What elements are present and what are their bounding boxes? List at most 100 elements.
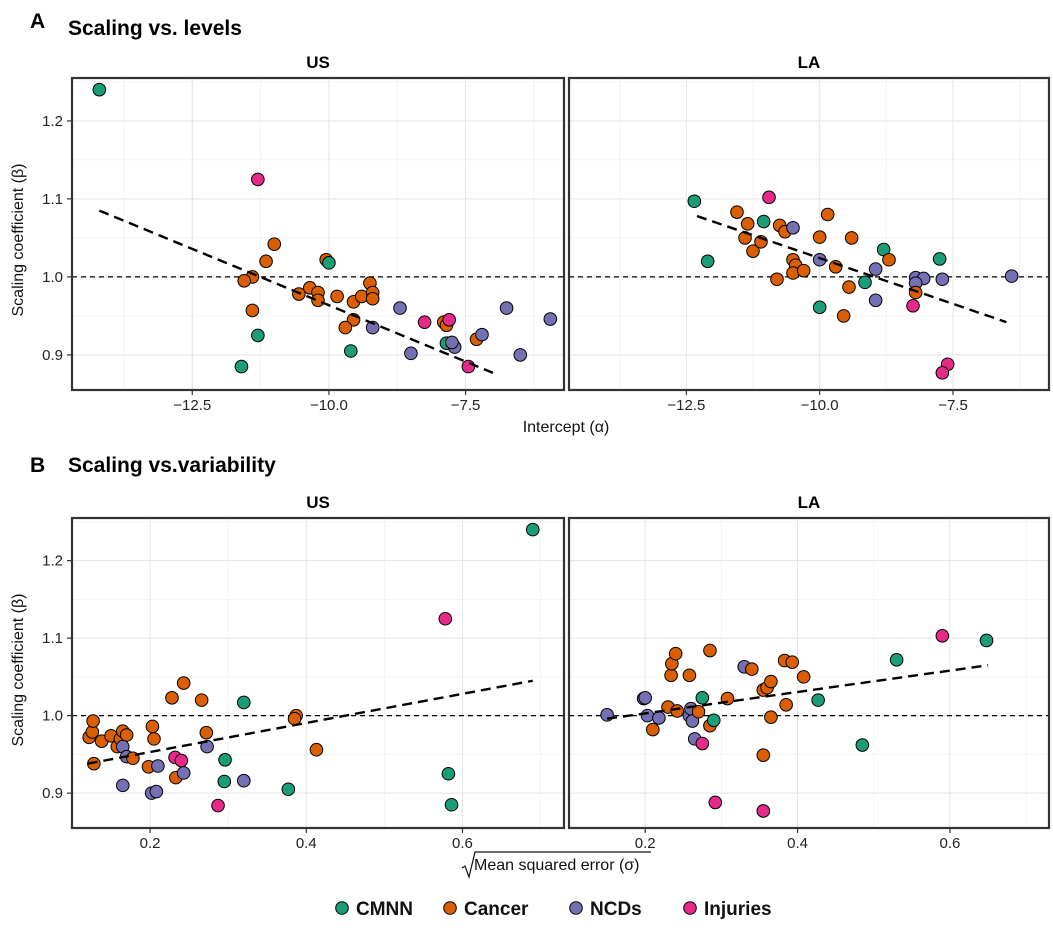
data-point-cancer: [703, 643, 717, 658]
data-point-cancer: [740, 217, 755, 231]
legend-label-cancer: Cancer: [464, 899, 529, 920]
data-point-cancer: [670, 704, 684, 718]
plot-b-la: 0.2 0.4 0.6: [567, 516, 1051, 852]
legend-label-ncds: NCDs: [590, 899, 642, 920]
data-point-cmnn: [322, 256, 336, 270]
data-point-cmnn: [979, 633, 994, 648]
data-point-cancer: [86, 714, 100, 728]
y-tick-label: 1.0: [42, 269, 63, 286]
data-point-ncds: [149, 784, 164, 799]
plot-b-us: 0.2 0.4 0.6: [70, 516, 566, 852]
plot-a-us: −12.5 −10.0 −7.5: [70, 76, 566, 414]
y-tick-label: 0.9: [42, 347, 63, 364]
data-point-cmnn: [92, 82, 107, 97]
y-tick-label: 0.9: [42, 785, 63, 802]
x-tick-label: −12.5: [173, 397, 211, 414]
data-point-cmnn: [706, 713, 721, 728]
data-point-cancer: [796, 670, 811, 684]
data-point-ncds: [652, 711, 666, 725]
data-point-injuries: [174, 753, 189, 768]
data-point-cmnn: [812, 300, 827, 315]
panel-b-title: Scaling vs.variability: [68, 454, 276, 477]
data-point-cancer: [842, 280, 856, 294]
data-point-cmnn: [218, 753, 232, 767]
panel-a-strip-la: LA: [798, 53, 821, 72]
data-point-cancer: [756, 748, 771, 762]
legend-key-ncds: [569, 901, 583, 915]
y-tick-label: 1.0: [42, 708, 63, 725]
legend-key-cancer: [443, 901, 457, 915]
data-point-cmnn: [889, 653, 904, 667]
data-point-cmnn: [344, 344, 358, 358]
panel-frame: [567, 76, 1051, 392]
data-point-ncds: [1004, 269, 1019, 283]
panel-frame: [567, 516, 1051, 830]
data-point-cancer: [176, 676, 191, 690]
data-point-cmnn: [858, 275, 872, 290]
grid: [569, 78, 1049, 390]
data-point-cmnn: [441, 766, 456, 781]
data-point-injuries: [211, 798, 225, 813]
data-point-cancer: [730, 205, 744, 219]
data-point-injuries: [438, 611, 453, 626]
data-point-ncds: [640, 708, 655, 723]
data-point-injuries: [935, 366, 950, 380]
data-point-ncds: [365, 320, 380, 335]
y-tick-label: 1.2: [42, 113, 63, 130]
plot-a-la: −12.5 −10.0 −7.5: [567, 76, 1051, 414]
data-point-cancer: [267, 237, 282, 251]
data-point-cancer: [165, 691, 179, 705]
data-point-ncds: [868, 262, 883, 276]
data-point-cancer: [646, 722, 660, 737]
y-tick-label: 1.1: [42, 191, 63, 208]
data-point-ncds: [513, 348, 528, 362]
data-point-cancer: [147, 732, 161, 746]
data-point-ncds: [404, 346, 418, 361]
panel-frame: [70, 516, 566, 830]
data-point-cmnn: [756, 214, 771, 229]
trend-line: [696, 214, 1007, 324]
x-tick-label: 0.6: [940, 835, 961, 852]
data-point-cmnn: [281, 782, 296, 797]
data-point-injuries: [756, 804, 771, 818]
data-point-ncds: [115, 778, 130, 793]
data-point-ncds: [393, 301, 407, 315]
x-tick-label: −10.0: [801, 397, 839, 414]
data-point-cancer: [844, 231, 859, 245]
data-point-ncds: [868, 293, 883, 308]
data-point-injuries: [461, 359, 476, 374]
data-point-cancer: [245, 303, 260, 318]
data-point-cmnn: [525, 522, 540, 537]
x-axis-label-b: Mean squared error (σ): [474, 857, 640, 874]
data-point-cancer: [237, 274, 251, 288]
data-point-cancer: [668, 646, 683, 661]
data-point-cancer: [764, 710, 778, 724]
data-point-ncds: [543, 312, 558, 326]
y-axis-ticks-b: 0.9 1.0 1.1 1.2: [42, 553, 72, 802]
data-point-cmnn: [932, 252, 947, 266]
data-point-cancer: [836, 309, 851, 323]
data-point-ncds: [475, 327, 489, 342]
data-point-injuries: [708, 795, 723, 810]
x-tick-label: 0.4: [787, 835, 808, 852]
x-tick-label: 0.4: [296, 835, 317, 852]
data-point-cmnn: [237, 695, 251, 710]
y-tick-label: 1.1: [42, 630, 63, 647]
data-point-injuries: [442, 313, 457, 327]
data-point-cancer: [119, 728, 134, 742]
data-point-cancer: [691, 704, 706, 719]
data-point-cancer: [259, 254, 273, 269]
legend-label-cmnn: CMNN: [356, 899, 413, 920]
data-point-cancer: [330, 289, 344, 304]
data-point-cancer: [820, 207, 835, 222]
data-point-cmnn: [811, 693, 825, 707]
data-point-cancer: [309, 742, 324, 757]
data-point-cmnn: [217, 774, 232, 789]
x-tick-label: 0.2: [635, 835, 656, 852]
data-point-injuries: [695, 736, 710, 751]
data-point-ncds: [176, 766, 191, 780]
data-point-injuries: [935, 629, 950, 643]
data-point-cancer: [145, 719, 160, 734]
data-point-cancer: [764, 674, 778, 689]
legend: CMNN Cancer NCDs Injuries: [335, 899, 772, 920]
